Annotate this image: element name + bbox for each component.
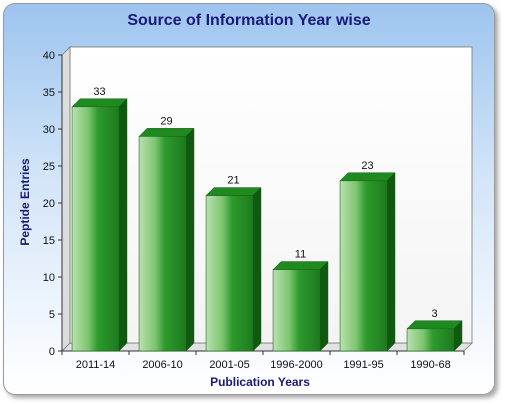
bar-top-face bbox=[339, 172, 396, 182]
bar-top-face bbox=[71, 98, 128, 108]
bar-top-face bbox=[272, 261, 329, 270]
bar: 3 bbox=[406, 308, 463, 352]
plot-side-wall bbox=[61, 46, 71, 352]
y-tick-label: 20 bbox=[43, 198, 55, 210]
bar-value-label: 33 bbox=[93, 86, 105, 98]
plot-area bbox=[61, 46, 473, 352]
y-tick-label: 25 bbox=[43, 161, 55, 173]
y-tick-label: 5 bbox=[49, 309, 55, 321]
bar-value-label: 11 bbox=[295, 249, 306, 261]
x-tick-label: 1991-95 bbox=[343, 359, 383, 371]
bar-front-face bbox=[205, 195, 254, 352]
plot-back-wall bbox=[69, 46, 473, 344]
bar-value-label: 3 bbox=[431, 308, 437, 320]
bar-side-face bbox=[386, 172, 396, 352]
y-axis-title: Peptide Entries bbox=[18, 158, 32, 246]
chart-title: Source of Information Year wise bbox=[127, 12, 370, 29]
bar-side-face bbox=[185, 127, 195, 352]
y-tick-label: 0 bbox=[49, 346, 55, 358]
bar: 33 bbox=[71, 86, 128, 352]
bar-front-face bbox=[71, 106, 120, 352]
bar-value-label: 29 bbox=[160, 115, 172, 127]
chart-card: Source of Information Year wise 0 5 10 15 20… bbox=[3, 3, 495, 395]
bar-value-label: 23 bbox=[361, 160, 373, 172]
bars: 33 29 21 11 23 3 bbox=[71, 86, 463, 352]
bar-front-face bbox=[138, 136, 187, 352]
bar-front-face bbox=[339, 180, 388, 352]
bar: 29 bbox=[138, 115, 195, 352]
bar-chart: Source of Information Year wise 0 5 10 15 20… bbox=[18, 12, 473, 389]
x-tick-label: 2006-10 bbox=[142, 359, 182, 371]
x-tick-label: 1996-2000 bbox=[270, 359, 323, 371]
bar-front-face bbox=[272, 269, 321, 352]
y-tick-label: 40 bbox=[43, 50, 55, 62]
bar-value-label: 21 bbox=[227, 175, 239, 187]
bar: 11 bbox=[272, 249, 329, 352]
bar: 21 bbox=[205, 175, 262, 352]
bar-side-face bbox=[252, 186, 262, 352]
bar-side-face bbox=[118, 98, 128, 352]
bar-top-face bbox=[406, 320, 463, 330]
x-tick-label: 2001-05 bbox=[209, 359, 249, 371]
x-axis: 2011-14 2006-10 2001-05 1996-2000 1991-95 199… bbox=[61, 350, 465, 371]
x-tick-label: 2011-14 bbox=[76, 359, 116, 371]
x-axis-title: Publication Years bbox=[210, 375, 310, 389]
y-tick-label: 15 bbox=[43, 235, 55, 247]
bar-front-face bbox=[406, 328, 455, 352]
bar-side-face bbox=[319, 260, 329, 352]
y-axis: 0 5 10 15 20 25 30 35 40 bbox=[43, 50, 63, 358]
y-tick-label: 10 bbox=[43, 272, 55, 284]
bar: 23 bbox=[339, 160, 396, 352]
y-tick-label: 35 bbox=[43, 87, 55, 99]
y-tick-label: 30 bbox=[43, 124, 55, 136]
bar-top-face bbox=[205, 187, 262, 196]
bar-top-face bbox=[138, 128, 195, 137]
x-tick-label: 1990-68 bbox=[410, 359, 450, 371]
